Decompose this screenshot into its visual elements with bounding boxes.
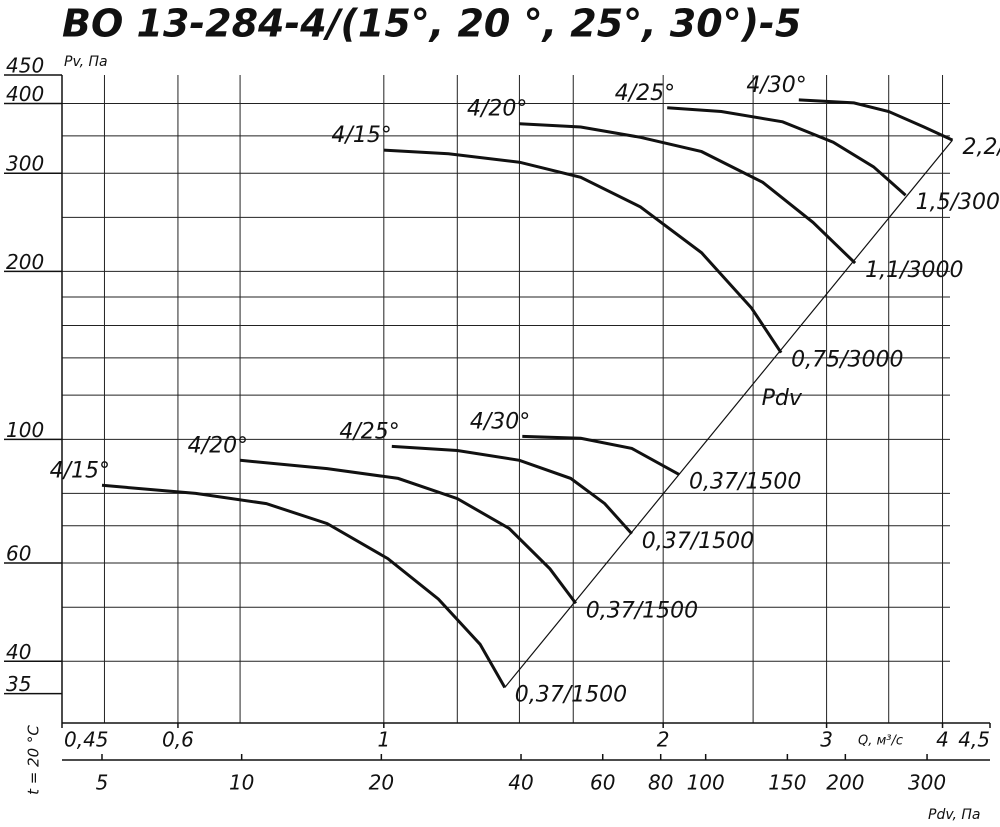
curve-name: 4/20° xyxy=(188,433,248,458)
y-tick-label: 400 xyxy=(6,82,44,106)
x-tick-label: 4 xyxy=(936,728,949,752)
x2-tick-label: 80 xyxy=(648,771,673,795)
curve-end-label: 1,1/3000 xyxy=(865,258,963,283)
curve-end-label: 0,37/1500 xyxy=(642,529,754,554)
y-tick-label: 100 xyxy=(6,418,44,442)
x2-tick-label: 5 xyxy=(96,771,109,795)
fan-curve xyxy=(519,122,857,265)
x-tick-label: 2 xyxy=(657,728,670,752)
curve-end-label: 0,37/1500 xyxy=(689,469,801,494)
fan-curve xyxy=(391,444,633,535)
fan-curve xyxy=(101,483,507,689)
y-tick-label: 60 xyxy=(6,542,31,566)
curve-name: 4/25° xyxy=(339,419,399,444)
curve-end-label: 2,2/3000 xyxy=(962,135,1000,160)
y-tick-label: 200 xyxy=(6,250,44,274)
curve-name: 4/15° xyxy=(50,458,110,483)
x-tick-label: 1 xyxy=(377,728,390,752)
curve-end-label: 0,75/3000 xyxy=(791,348,903,373)
pdv-line xyxy=(504,139,953,688)
fan-curve xyxy=(667,106,907,197)
y-tick-label: 35 xyxy=(6,672,31,696)
x2-tick-label: 10 xyxy=(229,771,254,795)
x2-tick-label: 60 xyxy=(590,771,615,795)
x2-tick-label: 200 xyxy=(826,771,864,795)
x-tick-label: 0,6 xyxy=(162,728,194,752)
curve-name: 4/25° xyxy=(615,81,675,106)
pdv-label: Pdv xyxy=(762,386,803,411)
fan-curve xyxy=(239,458,578,605)
curve-end-label: 0,37/1500 xyxy=(586,598,698,623)
chart-title: ВО 13-284-4/(15°, 20 °, 25°, 30°)-5 xyxy=(62,2,801,46)
curve-name: 4/30° xyxy=(470,409,530,434)
curve-end-label: 0,37/1500 xyxy=(515,682,627,707)
x-axis-label: Q, м³/с xyxy=(858,734,903,749)
x-tick-label: 4,5 xyxy=(958,728,990,752)
x2-axis-label: Pdv, Па xyxy=(928,807,980,823)
curve-name: 4/20° xyxy=(467,97,527,122)
y-tick-label: 300 xyxy=(6,152,44,176)
y-tick-label: 40 xyxy=(6,640,31,664)
fan-curve xyxy=(383,148,783,354)
x2-tick-label: 40 xyxy=(508,771,533,795)
x-tick-label: 0,45 xyxy=(64,728,109,752)
y-axis-label: Pv, Па xyxy=(64,54,108,70)
curve-end-label: 1,5/3000 xyxy=(916,190,1000,215)
curve-name: 4/15° xyxy=(331,123,391,148)
x2-tick-label: 150 xyxy=(768,771,806,795)
fan-curve xyxy=(522,434,680,476)
y-tick-label: 450 xyxy=(6,54,44,78)
fan-curve xyxy=(798,98,954,142)
curve-name: 4/30° xyxy=(746,73,806,98)
condition-label: t = 20 °C xyxy=(25,725,43,795)
x-tick-label: 3 xyxy=(820,728,833,752)
x2-tick-label: 300 xyxy=(908,771,946,795)
x2-tick-label: 20 xyxy=(369,771,394,795)
x2-tick-label: 100 xyxy=(687,771,725,795)
